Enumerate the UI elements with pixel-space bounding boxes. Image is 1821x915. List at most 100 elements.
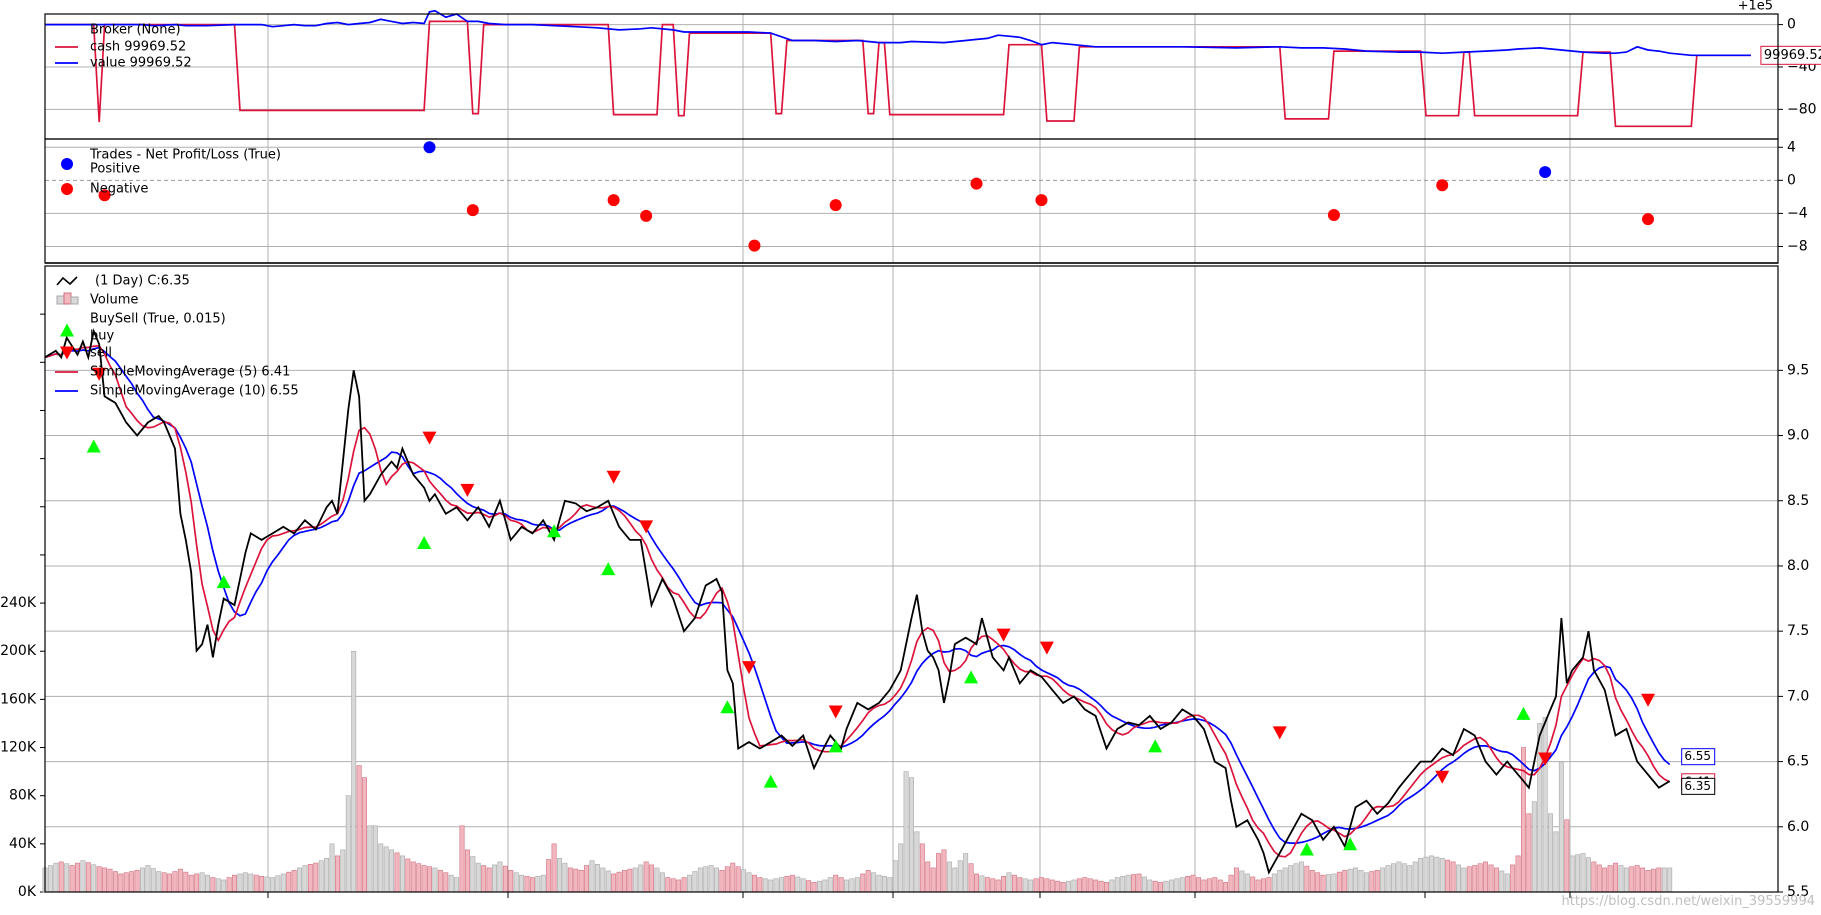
volume-bar (134, 870, 140, 893)
volume-bar (1001, 876, 1007, 893)
volume-bar (1185, 876, 1191, 893)
volume-bar (1667, 867, 1673, 893)
volume-bar (816, 880, 822, 893)
volume-bar (345, 795, 351, 893)
sell-marker (422, 431, 437, 445)
volume-ytick-label: 0K (18, 884, 37, 900)
sell-marker (742, 661, 757, 675)
volume-bar (529, 877, 535, 893)
volume-bar (1114, 877, 1120, 893)
volume-bar (1163, 880, 1169, 893)
volume-bar (1401, 863, 1407, 893)
volume-bar (481, 865, 487, 893)
volume-bar (64, 863, 70, 893)
volume-bar (1277, 870, 1283, 893)
volume-bar (551, 843, 557, 893)
volume-bar (1103, 882, 1109, 893)
volume-bar (226, 877, 232, 893)
volume-bar (1634, 865, 1640, 893)
volume-bar (210, 877, 216, 893)
volume-bar (1661, 867, 1667, 893)
volume-bar (1298, 861, 1304, 893)
volume-bar (665, 877, 671, 893)
trade-negative-point (640, 209, 653, 222)
volume-bar (1282, 867, 1288, 893)
volume-bar (96, 866, 102, 893)
volume-bar (1520, 747, 1526, 893)
price-frame (44, 265, 1779, 893)
volume-bar (800, 878, 806, 893)
volume-bar (1076, 878, 1082, 893)
volume-bar (183, 871, 189, 893)
price-ytick-label: 5.5 (1787, 884, 1809, 900)
last-close-label: 6.35 (1684, 779, 1711, 793)
volume-bar (1499, 870, 1505, 893)
volume-bar (1488, 864, 1494, 893)
volume-bar (1039, 877, 1044, 893)
volume-bar (692, 871, 698, 893)
volume-ytick-label: 240K (0, 595, 37, 611)
price-ytick-label: 6.5 (1787, 754, 1809, 770)
buy-marker (417, 535, 432, 549)
trade-negative-point (1436, 179, 1449, 192)
volume-bar (280, 873, 286, 893)
volume-bar (708, 865, 714, 893)
volume-bar (909, 777, 914, 893)
volume-bar (1439, 857, 1445, 893)
volume-bar (670, 878, 676, 893)
volume-bar (161, 872, 167, 893)
volume-bar (952, 867, 958, 893)
buy-marker (601, 562, 616, 576)
volume-bar (1190, 874, 1196, 893)
trades-ytick-label: 0 (1787, 172, 1796, 188)
volume-bar (383, 846, 389, 893)
legend-close-label: (1 Day) C:6.35 (95, 274, 190, 289)
volume-bar (1326, 874, 1331, 893)
volume-bar (643, 861, 649, 893)
volume-bar (1331, 873, 1337, 893)
volume-bar (1650, 868, 1656, 893)
volume-bar (85, 862, 91, 893)
volume-bar (242, 872, 248, 893)
volume-bar (1147, 879, 1153, 893)
volume-bar (367, 825, 373, 893)
volume-bar (156, 871, 162, 893)
volume-bar (919, 843, 925, 893)
buy-marker (1299, 842, 1314, 856)
volume-ytick-label: 200K (0, 643, 37, 659)
buy-marker (1343, 837, 1358, 851)
broker-offset-label: +1e5 (1738, 0, 1773, 14)
volume-bar (1066, 880, 1072, 893)
volume-bar (968, 863, 974, 893)
volume-bar (1120, 876, 1126, 893)
volume-bar (497, 861, 503, 893)
volume-bar (307, 864, 313, 893)
volume-bar (557, 857, 562, 893)
volume-bar (1196, 877, 1201, 893)
broker-last-value-box (1760, 45, 1821, 65)
volume-bar (627, 868, 633, 893)
volume-bar (275, 875, 281, 893)
legend-volume-swatch (63, 292, 72, 305)
legend-buy-swatch (60, 323, 74, 337)
volume-bar (513, 872, 519, 893)
sell-marker (92, 367, 107, 381)
volume-bar (1266, 877, 1272, 893)
volume-bar (464, 849, 470, 893)
buy-marker (86, 439, 101, 453)
volume-bar (984, 877, 990, 893)
volume-bar (329, 843, 335, 893)
volume-bar (779, 877, 784, 893)
volume-bar (286, 871, 292, 893)
volume-bar (714, 867, 720, 893)
trade-negative-point (970, 177, 983, 190)
volume-bar (768, 879, 774, 893)
volume-bar (362, 777, 367, 893)
broker-frame (44, 13, 1779, 140)
volume-bar (129, 871, 135, 893)
buy-marker (547, 524, 562, 538)
volume-bar (112, 871, 118, 893)
volume-bar (1531, 801, 1537, 893)
volume-bar (1309, 870, 1315, 893)
legend-volume-label: Volume (90, 293, 138, 308)
